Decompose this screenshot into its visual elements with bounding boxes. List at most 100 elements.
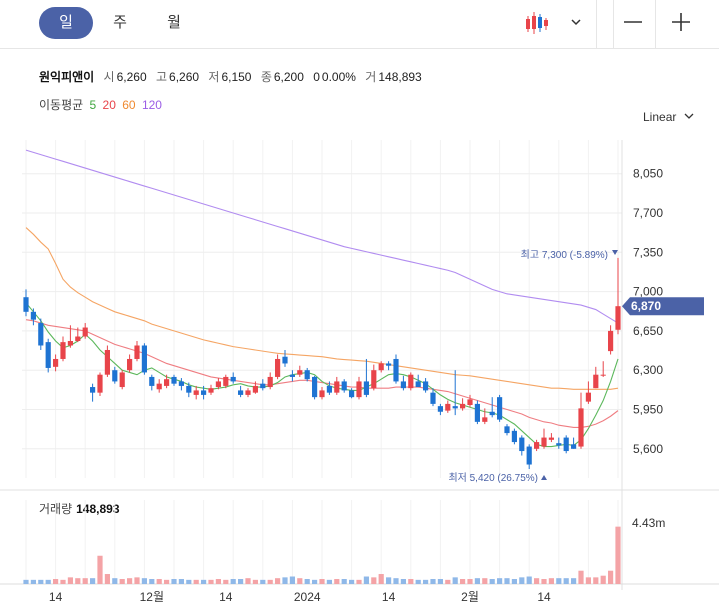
candle-body: [349, 390, 355, 398]
volume-axis-label: 4.43m: [632, 516, 665, 530]
minus-icon[interactable]: [618, 8, 648, 38]
volume-bar: [267, 579, 273, 584]
volume-bar: [341, 579, 347, 584]
toolbar-divider: [655, 0, 656, 48]
change-value: 0: [313, 70, 320, 84]
candle-body: [90, 387, 96, 393]
volume-bar: [423, 579, 429, 584]
volume-bar: [548, 578, 554, 584]
volume-bar: [60, 579, 66, 584]
candle-body: [67, 341, 73, 346]
volume-bar: [193, 579, 199, 584]
ma60-label: 60: [122, 98, 136, 112]
low-annotation: 최저 5,420 (26.75%): [448, 472, 538, 484]
volume-bar: [356, 579, 362, 584]
candle-body: [541, 437, 547, 447]
volume-bar: [556, 578, 562, 584]
volume-bar: [593, 577, 599, 584]
tab-monthly[interactable]: 월: [167, 14, 181, 31]
candle-body: [400, 381, 406, 389]
candle-body: [38, 323, 44, 346]
chevron-down-icon: [684, 113, 694, 119]
ma5-label: 5: [89, 98, 97, 112]
candle-body: [75, 336, 81, 342]
candle-body: [474, 403, 480, 422]
volume-bar: [319, 579, 325, 584]
volume-bar: [430, 579, 436, 584]
candle-body: [445, 403, 451, 411]
date-tick-label: 14: [537, 590, 551, 604]
candle-body: [312, 376, 318, 398]
volume-bar: [127, 578, 133, 584]
candle-body: [452, 406, 458, 409]
volume-bar: [156, 579, 162, 584]
candle-body: [223, 376, 229, 386]
candle-body: [97, 374, 103, 393]
volume-bar: [186, 579, 192, 584]
volume-bar: [30, 579, 36, 584]
candle-body: [45, 342, 51, 368]
volume-bar: [563, 578, 569, 584]
candle-body: [615, 306, 621, 330]
price-tick-label: 6,300: [633, 363, 663, 377]
price-tick-label: 7,350: [633, 245, 663, 259]
candle-body: [415, 381, 421, 388]
candle-body: [341, 381, 347, 391]
candle-body: [578, 408, 584, 447]
chevron-down-icon[interactable]: [562, 8, 592, 38]
chart-overlay: 최고 7,300 (-5.89%) 최저 5,420 (26.75%) 4.43…: [448, 249, 704, 530]
scale-mode-dropdown[interactable]: Linear: [643, 110, 695, 124]
volume-bar: [534, 578, 540, 584]
ma20-line: [25, 319, 619, 429]
volume-value: 148,893: [378, 70, 422, 84]
candle-body: [149, 376, 155, 386]
candle-body: [178, 381, 184, 386]
candle-body: [238, 390, 244, 395]
volume-bar: [408, 579, 414, 584]
volume-bar: [141, 578, 147, 584]
candle-body: [363, 381, 369, 395]
low-value: 6,150: [221, 70, 252, 84]
ma120-line: [25, 149, 619, 324]
candle-body: [356, 381, 362, 398]
volume-bar: [260, 579, 266, 584]
volume-bar: [23, 579, 29, 584]
volume-bar: [215, 579, 221, 584]
candle-body: [119, 372, 125, 388]
plus-icon[interactable]: [666, 8, 696, 38]
date-axis: 14 12월 14 2024 14 2월 14: [49, 590, 551, 604]
high-annotation: 최고 7,300 (-5.89%): [521, 249, 608, 261]
volume-bar: [252, 579, 258, 584]
candle-body: [319, 390, 325, 398]
volume-bar: [282, 577, 288, 584]
low-marker-icon: [541, 475, 547, 480]
volume-bar: [393, 578, 399, 584]
candle-body: [267, 376, 273, 388]
tab-weekly[interactable]: 주: [113, 14, 127, 31]
volume-bar: [504, 578, 510, 584]
candle-body: [386, 363, 392, 366]
candle-body: [275, 358, 281, 377]
candle-body: [60, 342, 66, 359]
toolbar-divider: [596, 0, 597, 48]
volume-bar: [223, 579, 229, 584]
volume-bar: [90, 578, 96, 584]
volume-bar: [615, 526, 621, 584]
candle-body: [482, 417, 488, 422]
candle-body: [393, 358, 399, 382]
volume-bar: [208, 579, 214, 584]
volume-bar: [45, 579, 51, 584]
candle-body: [548, 437, 554, 440]
volume-bar: [334, 579, 340, 584]
candle-body: [408, 374, 414, 389]
ma20-label: 20: [102, 98, 116, 112]
candlestick-icon[interactable]: [522, 8, 552, 38]
tab-daily[interactable]: 일: [39, 7, 93, 39]
volume-bar: [482, 578, 488, 584]
candle-body: [112, 370, 118, 382]
candle-body: [497, 397, 503, 420]
price-tick-label: 8,050: [633, 167, 663, 181]
candle-body: [23, 297, 29, 312]
candle-body: [519, 437, 525, 452]
